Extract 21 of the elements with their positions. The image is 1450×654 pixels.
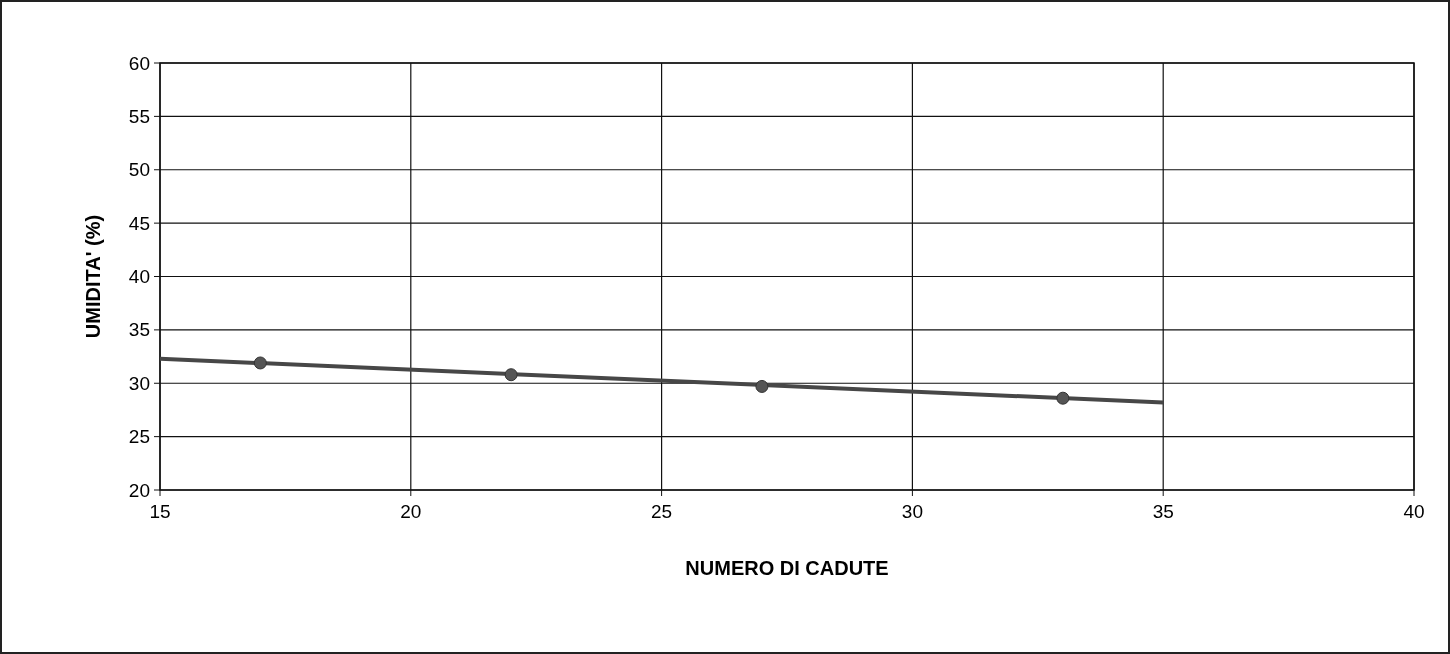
x-tick-label: 30 [901, 501, 923, 522]
x-tick-label: 15 [149, 501, 171, 522]
point [755, 379, 769, 393]
point [253, 356, 267, 370]
y-tick-label: 60 [128, 52, 150, 74]
y-tick-label: 35 [128, 319, 150, 341]
y-tick-label: 25 [128, 426, 150, 448]
y-tick-label: 50 [128, 159, 150, 181]
y-tick-label: 30 [128, 372, 150, 394]
x-tick-label: 35 [1152, 501, 1174, 522]
y-axis-title: UMIDITA' (%) [82, 214, 104, 339]
point [1056, 391, 1070, 405]
y-tick-label: 55 [128, 105, 150, 127]
x-tick-label: 25 [651, 501, 673, 522]
y-tick-label: 40 [128, 266, 150, 287]
y-tick-label: 20 [128, 479, 150, 501]
x-axis-title: NUMERO DI CADUTE [685, 557, 889, 579]
point [504, 368, 518, 382]
x-tick-label: 20 [400, 501, 422, 522]
y-tick-label: 45 [128, 212, 150, 234]
x-tick-label: 40 [1403, 501, 1425, 522]
